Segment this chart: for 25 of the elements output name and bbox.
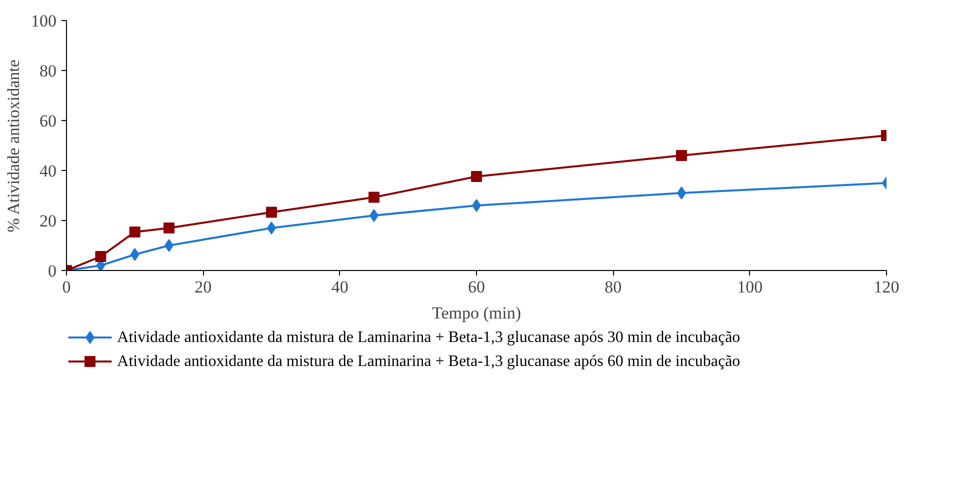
y-tick-label: 20 xyxy=(40,212,56,230)
point xyxy=(471,171,482,182)
point xyxy=(95,251,106,262)
point xyxy=(164,222,174,234)
x-tick-label: 100 xyxy=(737,278,763,296)
y-tick-label: 0 xyxy=(48,262,56,280)
x-tick-label: 0 xyxy=(62,278,71,296)
x-tick-label: 120 xyxy=(874,278,900,296)
x-axis-title: Tempo (min) xyxy=(432,304,521,322)
x-tick-label: 20 xyxy=(194,278,212,296)
point xyxy=(676,150,687,161)
legend-label: Atividade antioxidante da mistura de Laminarina + Beta-1,3 glucanase após 30 min de incubação xyxy=(117,329,740,346)
point xyxy=(266,206,277,218)
y-tick-label: 100 xyxy=(31,12,56,30)
y-tick-label: 80 xyxy=(40,62,56,80)
x-tick-label: 40 xyxy=(331,278,348,296)
legend-label: Atividade antioxidante da mistura de Laminarina + Beta-1,3 glucanase após 60 min de incubação xyxy=(117,353,740,370)
y-tick-label: 40 xyxy=(40,162,56,180)
point xyxy=(130,248,140,261)
y-tick-label: 60 xyxy=(40,112,56,130)
point xyxy=(368,192,380,203)
x-tick-label: 80 xyxy=(604,278,622,296)
point xyxy=(129,226,140,238)
x-tick-label: 60 xyxy=(468,278,485,296)
y-axis-title: % Atividade antioxidante xyxy=(4,60,23,232)
